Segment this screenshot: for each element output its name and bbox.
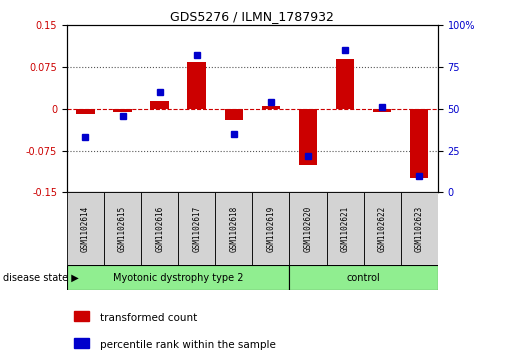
Bar xyxy=(252,192,289,265)
Bar xyxy=(150,101,169,109)
Text: Myotonic dystrophy type 2: Myotonic dystrophy type 2 xyxy=(113,273,244,283)
Bar xyxy=(327,192,364,265)
Text: GSM1102623: GSM1102623 xyxy=(415,205,424,252)
Bar xyxy=(289,265,438,290)
Bar xyxy=(67,265,289,290)
Bar xyxy=(67,192,104,265)
Bar xyxy=(262,106,280,109)
Text: GSM1102621: GSM1102621 xyxy=(340,205,350,252)
Title: GDS5276 / ILMN_1787932: GDS5276 / ILMN_1787932 xyxy=(170,10,334,23)
Bar xyxy=(373,109,391,112)
Bar xyxy=(113,109,132,112)
Bar xyxy=(76,109,95,114)
Text: transformed count: transformed count xyxy=(100,313,198,323)
Text: control: control xyxy=(347,273,381,283)
Text: GSM1102614: GSM1102614 xyxy=(81,205,90,252)
Text: GSM1102616: GSM1102616 xyxy=(155,205,164,252)
Bar xyxy=(401,192,438,265)
Bar xyxy=(410,109,428,179)
Text: GSM1102620: GSM1102620 xyxy=(303,205,313,252)
Bar xyxy=(141,192,178,265)
Bar xyxy=(215,192,252,265)
Text: GSM1102622: GSM1102622 xyxy=(377,205,387,252)
Bar xyxy=(187,62,206,109)
Bar xyxy=(336,59,354,109)
Bar xyxy=(178,192,215,265)
Text: GSM1102618: GSM1102618 xyxy=(229,205,238,252)
Bar xyxy=(364,192,401,265)
Bar xyxy=(74,311,89,321)
Bar xyxy=(299,109,317,164)
Text: GSM1102615: GSM1102615 xyxy=(118,205,127,252)
Text: disease state ▶: disease state ▶ xyxy=(3,273,78,283)
Bar xyxy=(104,192,141,265)
Text: GSM1102617: GSM1102617 xyxy=(192,205,201,252)
Bar xyxy=(225,109,243,120)
Bar xyxy=(74,338,89,348)
Text: percentile rank within the sample: percentile rank within the sample xyxy=(100,340,276,350)
Bar xyxy=(289,192,327,265)
Text: GSM1102619: GSM1102619 xyxy=(266,205,276,252)
